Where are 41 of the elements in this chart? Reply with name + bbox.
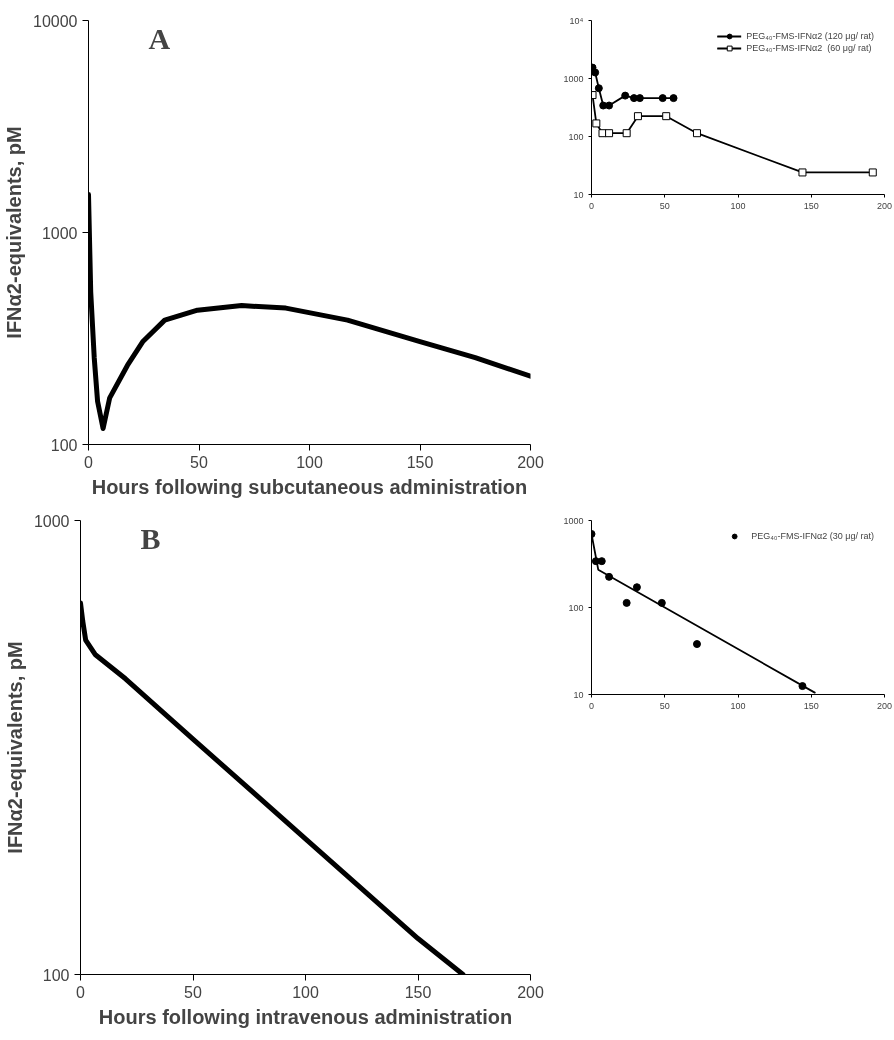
x-tick-label: 100 (730, 700, 746, 711)
x-tick-label: 150 (406, 453, 434, 471)
y-tick-label: 10 (573, 189, 584, 200)
x-tick-label: 0 (589, 700, 595, 711)
y-tick-label: 100 (568, 602, 584, 613)
x-tick-label: 150 (404, 983, 432, 1001)
y-tick-label: 10000 (33, 12, 78, 30)
x-tick-label: 200 (517, 453, 544, 471)
x-tick-label: 100 (292, 983, 319, 1001)
x-tick-label: 50 (190, 453, 208, 471)
y-tick-label: 1000 (33, 512, 70, 530)
y-tick-label: 1000 (563, 515, 584, 526)
x-tick-label: 200 (517, 983, 544, 1001)
y-tick-label: 1000 (41, 224, 78, 242)
x-tick-label: 50 (659, 700, 670, 711)
x-tick-label: 100 (730, 200, 746, 211)
y-tick-label: 100 (42, 966, 70, 984)
legend-label: PEG₄₀-FMS-IFNα2 (60 μg/ rat) (746, 42, 872, 54)
y-tick-label: 1000 (563, 73, 584, 84)
x-tick-label: 200 (876, 700, 893, 711)
y-tick-label: 100 (568, 131, 584, 142)
x-axis-title: Hours following intravenous administration (98, 1005, 513, 1028)
x-tick-label: 0 (76, 983, 86, 1001)
x-tick-label: 0 (589, 200, 595, 211)
y-tick-label: 10 (573, 689, 584, 700)
x-tick-label: 150 (803, 700, 819, 711)
x-tick-label: 0 (84, 453, 94, 471)
x-tick-label: 100 (296, 453, 323, 471)
legend-label: PEG₄₀-FMS-IFNα2 (30 μg/ rat) (751, 530, 874, 542)
annotation: A (148, 21, 171, 55)
x-axis-title: Hours following subcutaneous administration (91, 475, 528, 498)
y-tick-label: 100 (50, 436, 78, 454)
y-tick-label: 10⁴ (569, 15, 584, 26)
legend-label: PEG₄₀-FMS-IFNα2 (120 μg/ rat) (746, 30, 874, 42)
x-tick-label: 200 (876, 200, 893, 211)
y-axis-title: IFNα2-equivalents, pM (3, 641, 26, 854)
annotation: B (140, 521, 161, 555)
x-tick-label: 150 (803, 200, 819, 211)
y-axis-title: IFNα2-equivalents, pM (3, 126, 26, 339)
x-tick-label: 50 (184, 983, 202, 1001)
x-tick-label: 50 (659, 200, 670, 211)
